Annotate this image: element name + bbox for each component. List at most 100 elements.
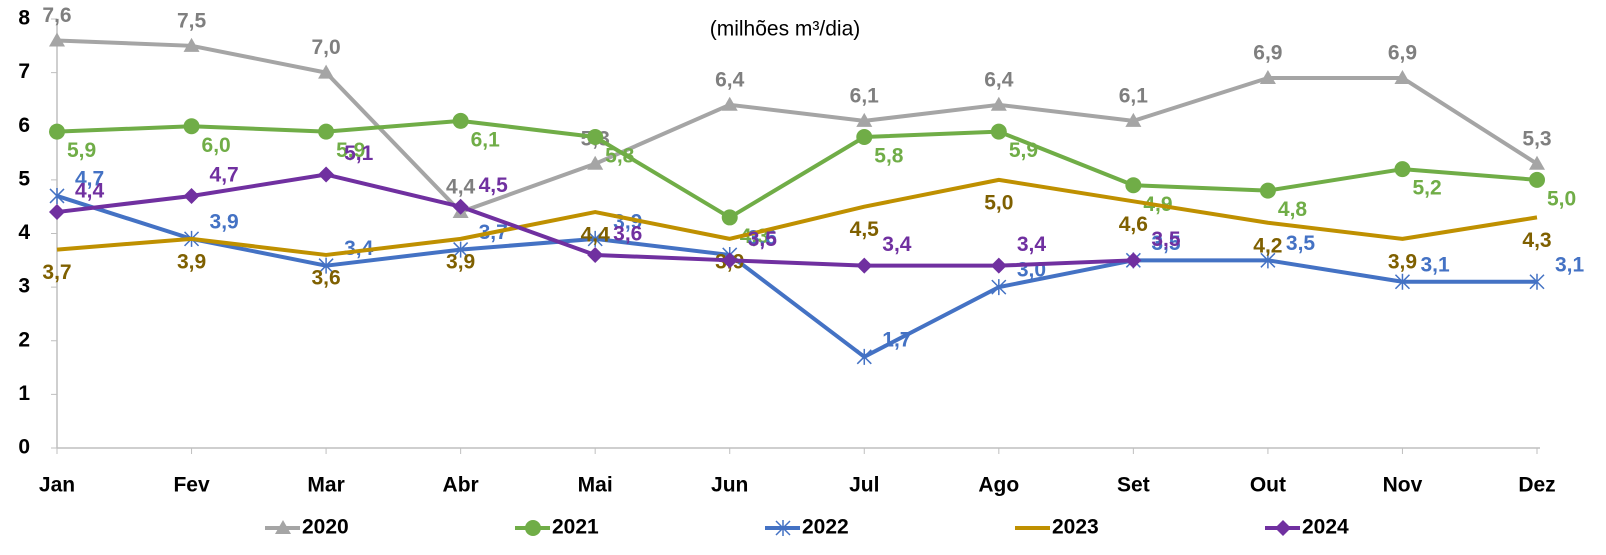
data-label: 6,9	[1253, 42, 1282, 65]
data-label: 3,9	[1388, 250, 1417, 273]
marker	[1394, 69, 1411, 84]
data-label: 3,9	[210, 210, 239, 233]
legend-label: 2020	[302, 516, 349, 539]
marker	[856, 348, 872, 365]
data-label: 4,4	[581, 224, 611, 247]
data-label: 6,1	[1119, 84, 1149, 107]
marker	[318, 166, 335, 183]
marker	[991, 279, 1007, 296]
data-label: 5,0	[1547, 187, 1576, 210]
x-tick-label: Set	[1117, 474, 1150, 497]
data-label: 3,1	[1555, 253, 1585, 276]
series: 7,67,57,04,45,36,46,16,46,16,96,95,3	[42, 4, 1552, 219]
marker	[275, 520, 291, 534]
legend-label: 2024	[1302, 516, 1349, 539]
series-line	[56, 194, 1537, 359]
data-label: 4,8	[1278, 198, 1308, 221]
chart-subtitle: (milhões m³/dia)	[710, 18, 861, 41]
y-tick-label: 4	[18, 221, 30, 244]
y-tick-label: 8	[18, 7, 30, 30]
data-label: 3,7	[42, 261, 71, 284]
marker	[183, 118, 200, 135]
series: 5,9 6,0 5,9 6,15,84,35,8 5,94,9 4,85,2 5,0	[49, 112, 1576, 248]
x-tick-label: Dez	[1518, 474, 1555, 497]
x-tick-label: Fev	[173, 474, 210, 497]
data-label: 6,1	[850, 84, 880, 107]
data-label: 3,9	[177, 250, 206, 273]
marker	[587, 246, 604, 263]
data-label: 3,4	[882, 233, 912, 256]
marker	[775, 520, 791, 536]
data-label: 6,4	[984, 68, 1014, 91]
marker	[1394, 273, 1410, 290]
data-label: 4,2	[1253, 234, 1282, 257]
marker	[856, 128, 873, 145]
data-label: 5,9	[67, 139, 96, 162]
marker	[587, 155, 604, 170]
marker	[1529, 171, 1545, 188]
data-label: 3,4	[344, 237, 374, 260]
marker	[1125, 252, 1142, 269]
data-label: 5,1	[344, 142, 374, 165]
data-label: 5,9	[336, 139, 365, 162]
data-label: 4,4	[75, 180, 105, 203]
marker	[1125, 112, 1142, 127]
y-tick-label: 3	[18, 275, 30, 298]
data-label: 7,5	[177, 9, 207, 32]
x-tick-label: Mar	[307, 474, 344, 497]
x-tick-label: Nov	[1383, 474, 1423, 497]
marker	[318, 123, 335, 140]
data-label: 4,5	[479, 174, 509, 197]
data-label: 3,5	[1151, 232, 1181, 255]
data-label: 5,9	[1009, 139, 1038, 162]
x-tick-label: Abr	[443, 474, 479, 497]
y-tick-label: 1	[18, 382, 30, 405]
data-label: 4,6	[1119, 213, 1148, 236]
y-tick-label: 7	[18, 60, 30, 83]
data-label: 6,1	[471, 128, 501, 151]
data-label: 6,0	[202, 134, 231, 157]
marker	[856, 112, 873, 127]
marker	[452, 112, 469, 129]
marker	[721, 96, 738, 111]
marker	[721, 209, 738, 226]
data-label: 6,9	[1388, 42, 1417, 65]
y-tick-label: 5	[18, 167, 30, 190]
data-label: 1,7	[882, 328, 911, 351]
data-label: 3,9	[446, 250, 475, 273]
y-tick-label: 0	[18, 436, 30, 459]
series: 4,4 4,7 5,1 4,5 3,6 3,5 3,4 3,4 3,5	[49, 142, 1181, 274]
legend-label: 2021	[552, 516, 599, 539]
marker	[1259, 182, 1276, 199]
marker	[183, 37, 200, 52]
marker	[318, 64, 335, 79]
data-label: 3,5	[748, 228, 778, 251]
marker	[856, 257, 873, 274]
data-label: 3,5	[1286, 232, 1316, 255]
marker	[587, 128, 604, 145]
y-tick-label: 2	[18, 328, 30, 351]
marker	[1259, 69, 1276, 84]
data-label: 6,4	[715, 68, 745, 91]
data-label: 4,4	[446, 176, 476, 199]
series: 3,7 3,9 3,6 3,9 4,4 3,9 4,5 5,0 4,6 4,2 3,9 4,3	[42, 177, 1552, 289]
x-tick-label: Out	[1250, 474, 1286, 497]
marker	[990, 123, 1007, 140]
data-label: 3,6	[613, 222, 642, 245]
series-line	[56, 177, 1538, 257]
data-label: 3,5	[1151, 228, 1181, 251]
marker	[1394, 161, 1411, 178]
x-tick-label: Ago	[978, 474, 1019, 497]
data-label: 5,2	[1412, 177, 1441, 200]
data-label: 4,3	[1522, 229, 1551, 252]
marker	[721, 252, 738, 269]
x-tick-label: Jul	[849, 474, 879, 497]
marker	[990, 257, 1007, 274]
data-label: 3,1	[1420, 253, 1450, 276]
legend-label: 2022	[802, 516, 849, 539]
marker	[1260, 252, 1276, 269]
marker	[525, 520, 541, 536]
marker	[318, 257, 334, 274]
data-label: 4,7	[210, 164, 239, 187]
